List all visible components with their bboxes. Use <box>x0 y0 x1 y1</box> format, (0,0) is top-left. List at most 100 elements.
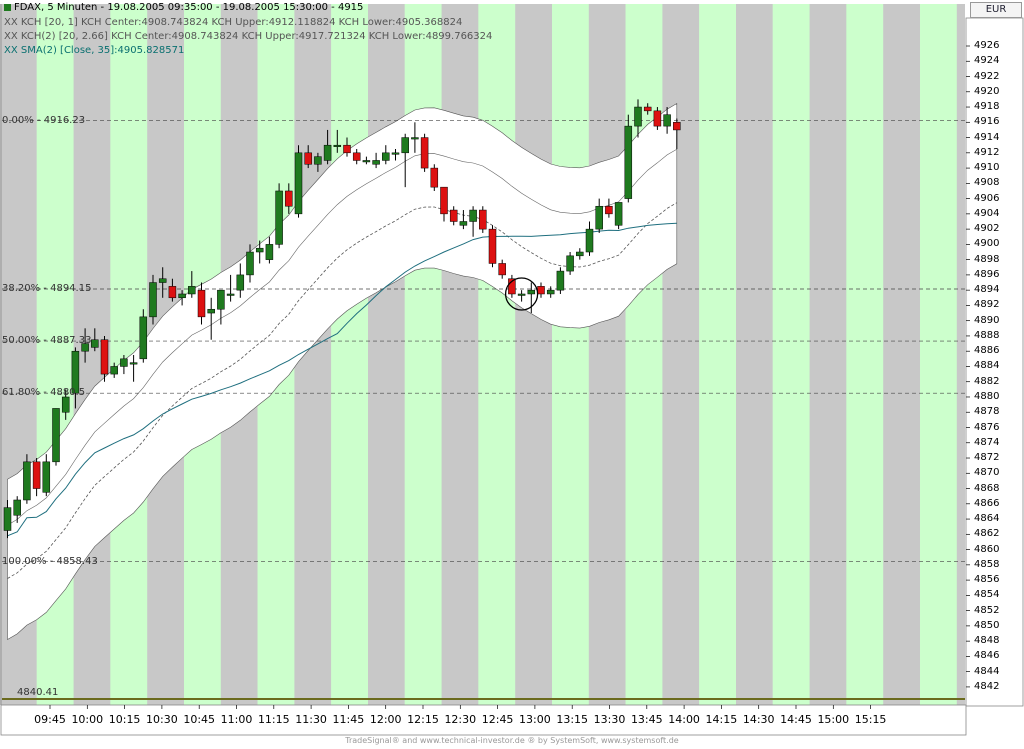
candlesticks <box>3 99 681 539</box>
candle[interactable] <box>624 114 633 203</box>
candle[interactable] <box>188 271 196 298</box>
candle-body <box>314 156 322 165</box>
candle[interactable] <box>314 152 322 172</box>
candle-body <box>129 362 138 365</box>
candle[interactable] <box>265 236 274 264</box>
candle[interactable] <box>566 252 574 275</box>
candle[interactable] <box>178 290 186 306</box>
candle[interactable] <box>643 103 652 115</box>
candle[interactable] <box>449 206 458 226</box>
candle-body <box>246 251 254 276</box>
candle[interactable] <box>91 328 99 352</box>
candle[interactable] <box>498 259 506 279</box>
time-band <box>552 4 589 705</box>
candle[interactable] <box>81 328 89 363</box>
candle[interactable] <box>294 145 303 218</box>
candle[interactable] <box>158 267 167 298</box>
candle[interactable] <box>168 278 177 302</box>
candle[interactable] <box>430 164 439 191</box>
candle[interactable] <box>517 290 526 302</box>
candle[interactable] <box>391 149 400 161</box>
candle[interactable] <box>32 458 41 497</box>
candle[interactable] <box>246 244 254 283</box>
candle-body <box>498 263 506 276</box>
candle[interactable] <box>52 408 60 466</box>
candle[interactable] <box>226 274 235 302</box>
candle[interactable] <box>71 347 80 409</box>
candle[interactable] <box>459 210 468 230</box>
candle[interactable] <box>420 133 429 172</box>
legend-kch2[interactable]: XX KCH(2) [20, 2.66] KCH Center:4908.743… <box>4 31 493 42</box>
y-tick-label: 4898 <box>974 253 1000 265</box>
candle[interactable] <box>556 267 565 294</box>
candle[interactable] <box>217 289 225 325</box>
candle[interactable] <box>149 274 157 325</box>
candle[interactable] <box>605 198 613 218</box>
candle[interactable] <box>585 221 594 256</box>
candle-body <box>653 110 662 127</box>
x-tick-label: 11:30 <box>295 713 327 726</box>
candle-body <box>634 106 642 127</box>
legend-sma[interactable]: XX SMA(2) [Close, 35]:4905.828571 <box>4 45 185 56</box>
candle-body <box>556 270 565 291</box>
y-tick-label: 4888 <box>974 329 1000 341</box>
candle[interactable] <box>401 133 409 188</box>
candle[interactable] <box>576 248 584 260</box>
candle[interactable] <box>352 149 361 165</box>
candle-body <box>391 152 400 155</box>
candle[interactable] <box>440 186 448 222</box>
y-tick-label: 4858 <box>974 558 1000 570</box>
candle[interactable] <box>3 499 12 539</box>
candle-body <box>546 289 555 295</box>
candle[interactable] <box>595 198 603 233</box>
time-band <box>515 4 552 705</box>
candle[interactable] <box>333 129 342 153</box>
candle[interactable] <box>275 183 283 249</box>
candle[interactable] <box>614 202 623 230</box>
y-tick-label: 4916 <box>974 116 1000 128</box>
candle[interactable] <box>343 137 351 157</box>
candle[interactable] <box>100 335 109 382</box>
candle[interactable] <box>527 282 536 314</box>
time-band <box>809 4 847 705</box>
candle[interactable] <box>110 362 118 378</box>
candle-body <box>149 282 157 318</box>
candle[interactable] <box>653 107 662 130</box>
candle[interactable] <box>23 454 31 504</box>
candle[interactable] <box>469 206 477 237</box>
candle[interactable] <box>13 496 21 523</box>
candle[interactable] <box>508 274 516 298</box>
candle-body <box>226 293 235 296</box>
candle-body <box>23 461 31 501</box>
candle[interactable] <box>323 129 332 165</box>
candle[interactable] <box>488 225 497 268</box>
candle[interactable] <box>139 309 148 363</box>
candle[interactable] <box>207 297 215 340</box>
y-tick-label: 4922 <box>974 70 1000 82</box>
currency-button[interactable]: EUR <box>970 2 1022 18</box>
candle[interactable] <box>411 122 419 153</box>
legend-kch1[interactable]: XX KCH [20, 1] KCH Center:4908.743824 KC… <box>4 17 463 28</box>
candle[interactable] <box>673 118 681 150</box>
candle[interactable] <box>236 263 245 298</box>
candle[interactable] <box>197 282 206 325</box>
candle[interactable] <box>285 183 293 214</box>
candle[interactable] <box>372 152 380 169</box>
candle[interactable] <box>663 107 671 134</box>
candle[interactable] <box>546 286 555 298</box>
candle[interactable] <box>634 99 642 138</box>
y-tick-label: 4846 <box>974 650 1000 662</box>
fib-label: 50.00% - 4887.33 <box>2 335 92 347</box>
candle[interactable] <box>479 206 487 233</box>
candle[interactable] <box>362 156 371 165</box>
candle[interactable] <box>42 454 51 497</box>
candle[interactable] <box>255 240 264 264</box>
chart-title: FDAX, 5 Minuten - 19.08.2005 09:35:00 - … <box>4 2 363 14</box>
candle[interactable] <box>61 389 70 420</box>
x-tick-label: 12:00 <box>369 713 402 726</box>
candle[interactable] <box>304 145 312 169</box>
candle[interactable] <box>382 145 390 165</box>
candle[interactable] <box>129 355 138 382</box>
candle[interactable] <box>120 355 128 375</box>
